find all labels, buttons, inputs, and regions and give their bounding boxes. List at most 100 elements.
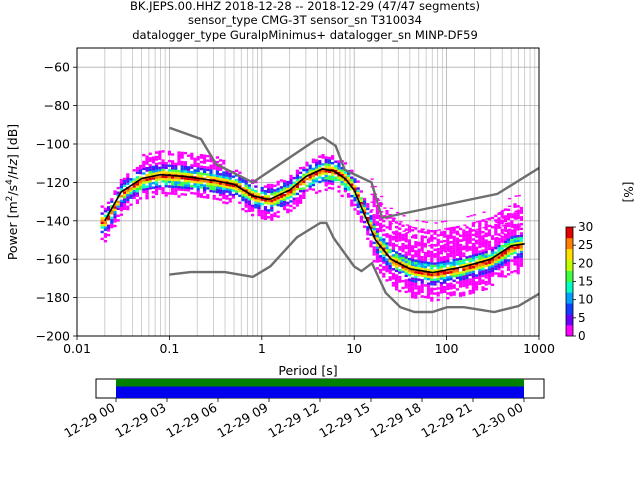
heat-cell (475, 267, 479, 270)
heat-cell (315, 191, 319, 194)
heat-cell (405, 224, 409, 226)
heat-cell (411, 289, 415, 292)
heat-cell (428, 245, 432, 247)
heat-cell (379, 264, 383, 267)
heat-cell (407, 227, 411, 231)
heat-cell (302, 166, 306, 169)
heat-cell (519, 206, 523, 210)
heat-cell (404, 279, 408, 282)
heat-cell (485, 218, 489, 220)
heat-cell (507, 247, 511, 251)
heat-cell (465, 276, 469, 280)
heat-cell (421, 228, 425, 230)
heat-cell (161, 191, 165, 195)
heat-cell (388, 262, 392, 265)
heat-cell (203, 154, 207, 157)
heat-cell (110, 209, 114, 213)
heat-cell (283, 196, 287, 199)
heat-cell (231, 193, 235, 197)
heat-cell (382, 252, 386, 255)
heat-cell (404, 237, 408, 241)
heat-cell (225, 178, 229, 182)
heat-cell (455, 276, 459, 280)
heat-cell (495, 221, 499, 223)
heat-cell (475, 255, 479, 259)
heat-cell (158, 166, 162, 170)
heat-cell (420, 279, 424, 282)
heat-cell (177, 172, 181, 175)
heat-cell (244, 189, 248, 192)
heat-cell (478, 236, 482, 239)
heat-cell (196, 169, 200, 173)
heat-cell (321, 154, 325, 157)
heat-cell (475, 246, 479, 249)
heat-cell (196, 162, 200, 166)
heat-cell (356, 189, 360, 192)
heat-cell (289, 200, 293, 203)
heat-cell (276, 180, 280, 184)
heat-cell (228, 177, 232, 180)
heat-cell (507, 254, 511, 258)
heat-cell (151, 195, 155, 199)
heat-cell (103, 223, 107, 227)
heat-cell (305, 161, 309, 165)
heat-cell (289, 209, 293, 212)
heat-cell (372, 253, 376, 256)
heat-cell (148, 177, 152, 181)
heat-cell (244, 200, 248, 204)
heat-cell (222, 194, 226, 197)
heat-cell (459, 253, 463, 256)
heat-cell (251, 204, 255, 208)
heat-cell (414, 245, 418, 249)
heat-cell (423, 284, 427, 287)
heat-cell (395, 267, 399, 270)
heat-cell (471, 238, 475, 241)
heat-cell (421, 236, 425, 238)
heat-cell (494, 230, 498, 234)
heat-cell (500, 247, 504, 250)
heat-cell (126, 194, 130, 197)
heat-cell (270, 206, 274, 210)
heat-cell (145, 187, 149, 191)
heat-cell (452, 245, 456, 248)
heat-cell (190, 166, 194, 169)
heat-cell (311, 167, 315, 171)
heat-cell (462, 259, 466, 262)
heat-cell (491, 237, 495, 240)
heat-cell (481, 219, 485, 222)
heat-cell (318, 173, 322, 177)
heat-cell (318, 167, 322, 170)
heat-cell (167, 159, 171, 163)
heat-cell (289, 204, 293, 208)
heat-cell (324, 158, 328, 161)
heat-cell (446, 285, 450, 288)
heat-cell (359, 199, 363, 202)
heat-cell (430, 296, 434, 300)
heat-cell (516, 271, 520, 275)
x-tick-label: 0.1 (159, 341, 179, 356)
heat-cell (503, 245, 507, 248)
heat-cell (158, 157, 162, 160)
heat-cell (507, 273, 511, 276)
heat-cell (171, 192, 175, 195)
heat-cell (327, 161, 331, 164)
heat-cell (209, 180, 213, 184)
heat-cell (407, 280, 411, 284)
heat-cell (497, 217, 501, 220)
heat-cell (507, 263, 511, 267)
heat-cell (462, 261, 466, 264)
heat-cell (465, 233, 469, 236)
heat-cell (193, 192, 197, 195)
heat-cell (420, 295, 424, 298)
plot-frame (76, 47, 540, 337)
heat-cell (484, 220, 488, 224)
heat-cell (482, 226, 486, 229)
heat-cell (369, 219, 373, 223)
heat-cell (132, 178, 136, 181)
heat-cell (417, 230, 421, 233)
heat-cell (395, 285, 399, 289)
heat-cell (167, 185, 171, 188)
heat-cell (334, 178, 338, 182)
y-tick-label: −160 (36, 252, 70, 267)
heat-cell (385, 244, 389, 247)
